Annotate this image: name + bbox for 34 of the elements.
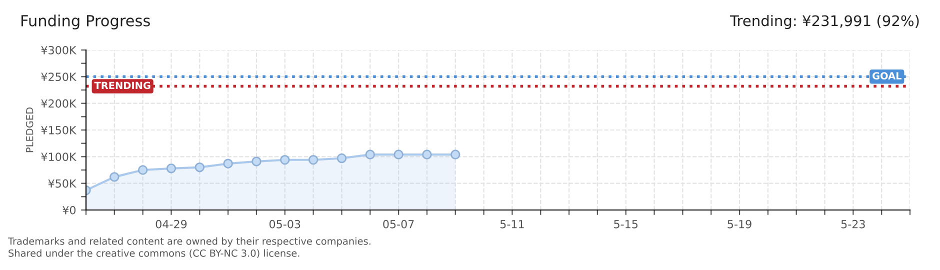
x-tick-label: 05-03	[269, 220, 300, 228]
point	[308, 155, 318, 165]
point	[450, 150, 460, 160]
point	[138, 165, 148, 175]
text: Shared under the creative commons (CC BY-NC 3.0) license.	[8, 249, 300, 258]
chart-subtitle: Trending: ¥231,991 (92%)	[730, 14, 919, 30]
x-tick-label: 04-29	[156, 220, 187, 228]
text: Trademarks and related content are owned by their respective companies.	[8, 237, 370, 247]
point	[194, 162, 205, 172]
point	[252, 156, 262, 166]
y-tick-label: ¥100K	[41, 152, 77, 162]
point	[365, 150, 375, 160]
y-tick-label: ¥300K	[41, 46, 77, 54]
point	[223, 158, 233, 168]
y-axis-title: PLEDGED	[26, 108, 34, 152]
point	[394, 150, 404, 160]
point	[280, 155, 290, 165]
x-tick-label: 5-15	[614, 220, 638, 228]
point	[166, 164, 176, 174]
x-tick-label: 5-19	[728, 220, 752, 228]
x-tick-label: 5-23	[841, 220, 865, 228]
point	[336, 153, 347, 164]
y-tick-label: ¥0	[62, 206, 76, 214]
y-tick-label: ¥150K	[41, 126, 77, 134]
point	[110, 172, 120, 182]
point	[422, 150, 432, 160]
y-tick-label: ¥200K	[41, 99, 77, 108]
chart-title: Funding Progress	[22, 14, 150, 30]
y-tick-label: ¥50K	[48, 179, 77, 188]
ref-line-label: GOAL	[872, 72, 902, 80]
y-tick-label: ¥250K	[41, 72, 77, 82]
ref-line-label: TRENDING	[94, 82, 150, 90]
x-tick-label: 5-11	[500, 220, 524, 228]
x-tick-label: 05-07	[383, 220, 414, 228]
